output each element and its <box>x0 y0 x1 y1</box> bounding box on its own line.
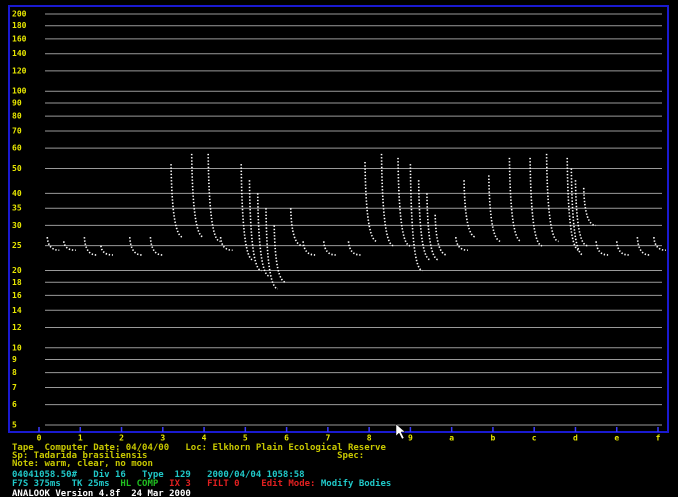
call-pulse <box>417 180 431 261</box>
call-pulse <box>397 157 411 247</box>
y-tick-label: 5 <box>12 421 17 430</box>
call-pulse <box>454 237 468 252</box>
call-pulse <box>545 153 559 243</box>
x-tick-label: b <box>491 434 496 443</box>
call-pulse <box>149 237 163 256</box>
status-line: Sp: Tadarida brasiliensis Spec: <box>12 450 364 461</box>
status-text: 04041058.50# Div 16 Type 129 2000/04/04 … <box>12 469 305 480</box>
call-pulse <box>574 180 588 247</box>
call-pulse <box>265 208 279 290</box>
x-tick-label: 4 <box>202 434 207 443</box>
y-tick-label: 8 <box>12 368 17 377</box>
status-line: Note: warm, clear, no moon <box>12 459 153 469</box>
status-line: ANALOOK Version 4.8f 24 Mar 2000 <box>12 488 191 497</box>
y-tick-label: 70 <box>12 126 22 135</box>
call-pulse <box>595 241 609 256</box>
call-pulse <box>426 193 440 261</box>
call-pulse <box>62 241 76 252</box>
y-tick-label: 30 <box>12 221 22 230</box>
call-pulse <box>170 164 184 238</box>
x-tick-label: c <box>532 434 537 443</box>
y-tick-label: 6 <box>12 400 17 409</box>
call-pulse <box>615 241 629 256</box>
y-tick-label: 7 <box>12 383 17 392</box>
call-pulse <box>566 157 580 252</box>
call-pulse <box>409 164 423 272</box>
y-tick-label: 14 <box>12 306 22 315</box>
call-pulse <box>302 241 316 256</box>
call-pulse <box>529 157 543 247</box>
y-tick-label: 40 <box>12 189 22 198</box>
status-line: Tape Computer Date: 04/04/00 Loc: Elkhor… <box>12 442 386 453</box>
y-tick-label: 90 <box>12 98 22 107</box>
call-pulse <box>434 214 448 256</box>
y-tick-label: 12 <box>12 323 22 332</box>
call-pulse <box>248 180 262 272</box>
status-text: Edit Mode: <box>261 478 321 489</box>
call-pulse <box>570 168 584 256</box>
call-pulse <box>380 153 394 247</box>
status-line: F7S 375ms TK 25ms HL COMP IX 3 FILT 0 Ed… <box>12 478 391 489</box>
status-line: 04041058.50# Div 16 Type 129 2000/04/04 … <box>12 469 305 480</box>
x-tick-label: 6 <box>284 434 289 443</box>
call-pulse <box>207 153 221 243</box>
y-tick-label: 180 <box>12 21 27 30</box>
status-text: F7S 375ms TK 25ms <box>12 479 120 489</box>
call-pulse <box>100 245 113 256</box>
x-tick-label: 5 <box>243 434 248 443</box>
call-pulse <box>219 237 233 252</box>
x-tick-label: a <box>449 434 454 443</box>
x-tick-label: e <box>614 434 619 443</box>
y-tick-label: 18 <box>12 278 22 287</box>
status-text: Tape Computer Date: 04/04/00 Loc: Elkhor… <box>12 442 386 453</box>
y-tick-label: 160 <box>12 34 27 43</box>
y-tick-label: 200 <box>12 10 27 19</box>
x-tick-label: d <box>573 434 578 443</box>
x-tick-label: 3 <box>160 434 165 443</box>
y-tick-label: 50 <box>12 164 22 173</box>
status-text: Note: warm, clear, no moon <box>12 459 153 469</box>
call-pulse <box>190 153 204 238</box>
call-pulse <box>347 241 361 256</box>
status-text: HL COMP <box>120 479 169 489</box>
y-tick-label: 20 <box>12 266 22 275</box>
call-pulse <box>128 237 142 256</box>
status-text: Modify Bodies <box>321 478 391 489</box>
status-text: Sp: Tadarida brasiliensis Spec: <box>12 450 364 461</box>
mouse-cursor <box>395 423 406 440</box>
y-tick-label: 10 <box>12 343 22 352</box>
call-pulse <box>463 180 477 238</box>
status-text: ANALOOK Version 4.8f 24 Mar 2000 <box>12 488 191 497</box>
y-tick-label: 120 <box>12 66 27 75</box>
y-tick-label: 25 <box>12 241 22 250</box>
call-pulse <box>273 225 287 284</box>
call-pulse <box>83 237 97 256</box>
x-tick-label: f <box>656 434 661 443</box>
call-pulse <box>240 164 254 261</box>
y-tick-label: 35 <box>12 204 22 213</box>
call-pulse <box>256 193 270 278</box>
call-pulse <box>508 157 522 243</box>
call-pulse <box>653 237 666 252</box>
x-tick-label: 9 <box>408 434 413 443</box>
status-text: IX 3 FILT 0 <box>169 479 261 489</box>
y-tick-label: 16 <box>12 291 22 300</box>
x-tick-label: 2 <box>119 434 124 443</box>
y-tick-label: 100 <box>12 87 27 96</box>
call-pulse <box>322 241 336 256</box>
y-tick-label: 60 <box>12 144 22 153</box>
y-tick-label: 9 <box>12 355 17 364</box>
call-pulse <box>46 237 60 252</box>
x-tick-label: 7 <box>325 434 330 443</box>
x-tick-label: 0 <box>37 434 42 443</box>
y-tick-label: 140 <box>12 49 27 58</box>
call-pulse <box>636 237 650 256</box>
x-tick-label: 1 <box>78 434 83 443</box>
x-tick-label: 8 <box>367 434 372 443</box>
y-tick-label: 80 <box>12 112 22 121</box>
